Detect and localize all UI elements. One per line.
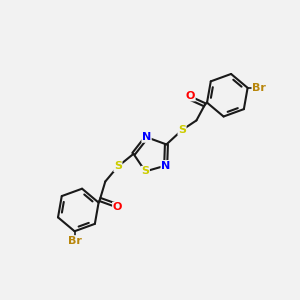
Text: Br: Br [68,236,82,246]
Text: N: N [161,160,170,171]
Text: O: O [186,91,195,101]
Text: O: O [112,202,122,212]
Text: Br: Br [252,83,266,93]
Text: S: S [114,161,122,172]
Text: S: S [141,167,149,176]
Text: N: N [142,132,151,142]
Text: S: S [178,125,186,135]
